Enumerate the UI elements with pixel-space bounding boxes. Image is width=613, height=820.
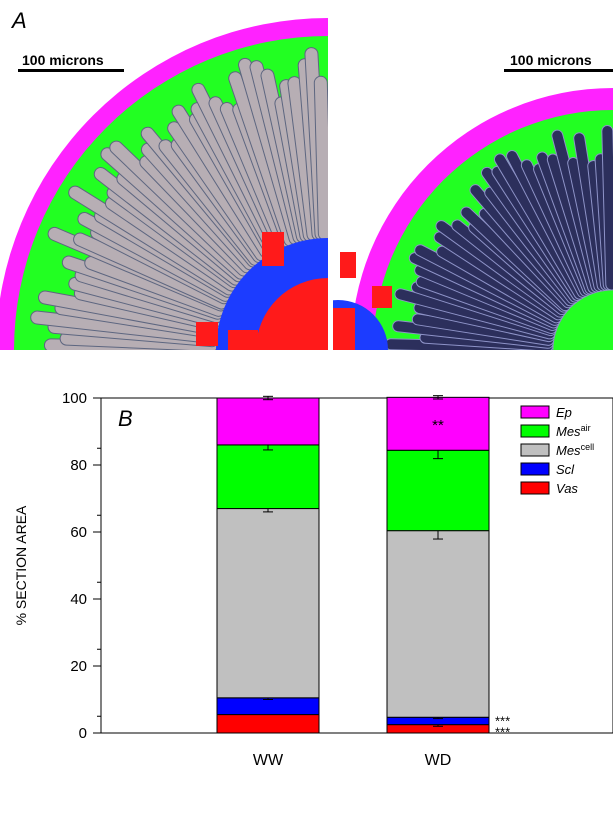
vascular-patch: [196, 322, 218, 346]
micrograph-separator: [328, 0, 333, 360]
legend-label: Mescell: [556, 442, 594, 458]
mesophyll-cell-region: [30, 47, 328, 350]
bar-segment-mes-air-ww: [216, 444, 320, 510]
bar-segment-ep-wd: [386, 396, 490, 451]
vascular-patch: [372, 286, 392, 308]
bar-segment-mes-cell-ww: [216, 508, 320, 699]
bar-segment-vas-ww: [216, 714, 320, 734]
y-tick-label: 0: [79, 725, 87, 742]
panel-b-letter: B: [118, 406, 133, 431]
x-tick-label: WD: [425, 752, 452, 769]
bar-segment-scl-ww: [216, 697, 320, 716]
vascular-patch: [228, 330, 258, 350]
x-tick-label: WW: [253, 752, 284, 769]
legend-label: Scl: [556, 462, 575, 477]
bar-segment-mes-cell-wd: [386, 530, 490, 718]
vascular-patch: [340, 252, 356, 278]
scale-label-right: 100 microns: [510, 52, 592, 68]
vascular-region: [256, 278, 328, 350]
legend-label: Mesair: [556, 423, 591, 439]
significance-marker: ***: [495, 725, 510, 740]
y-tick-label: 100: [62, 390, 87, 407]
micrograph-figure: [0, 0, 613, 360]
bar-segment-ep-ww: [216, 397, 320, 446]
legend-swatch: [520, 405, 550, 419]
vascular-patch: [262, 232, 284, 266]
legend-swatch: [520, 424, 550, 438]
y-tick-label: 80: [70, 457, 87, 474]
legend: Ep Mesair Mescell Scl Vas: [520, 405, 594, 496]
vascular-patch: [333, 308, 355, 350]
significance-marker: ***: [495, 713, 510, 728]
plot-frame: [100, 397, 613, 734]
micrograph-ww: [0, 18, 328, 350]
y-axis-label: % SECTION AREA: [13, 505, 29, 625]
y-tick-label: 40: [70, 591, 87, 608]
y-tick-label: 60: [70, 524, 87, 541]
scale-bar-left: [18, 69, 124, 72]
micrograph-wd: [333, 88, 613, 350]
legend-label: Vas: [556, 481, 578, 496]
significance-marker: **: [432, 417, 444, 434]
legend-swatch: [520, 462, 550, 476]
mesophyll-cell-region: [384, 125, 613, 350]
scale-label-left: 100 microns: [22, 52, 104, 68]
panel-a-letter: A: [12, 8, 27, 33]
legend-swatch: [520, 481, 550, 495]
y-tick-label: 20: [70, 658, 87, 675]
legend-swatch: [520, 443, 550, 457]
scale-bar-right: [504, 69, 613, 72]
bar-segment-mes-air-wd: [386, 449, 490, 532]
legend-label: Ep: [556, 405, 572, 420]
mesophyll-cell: [601, 125, 613, 291]
